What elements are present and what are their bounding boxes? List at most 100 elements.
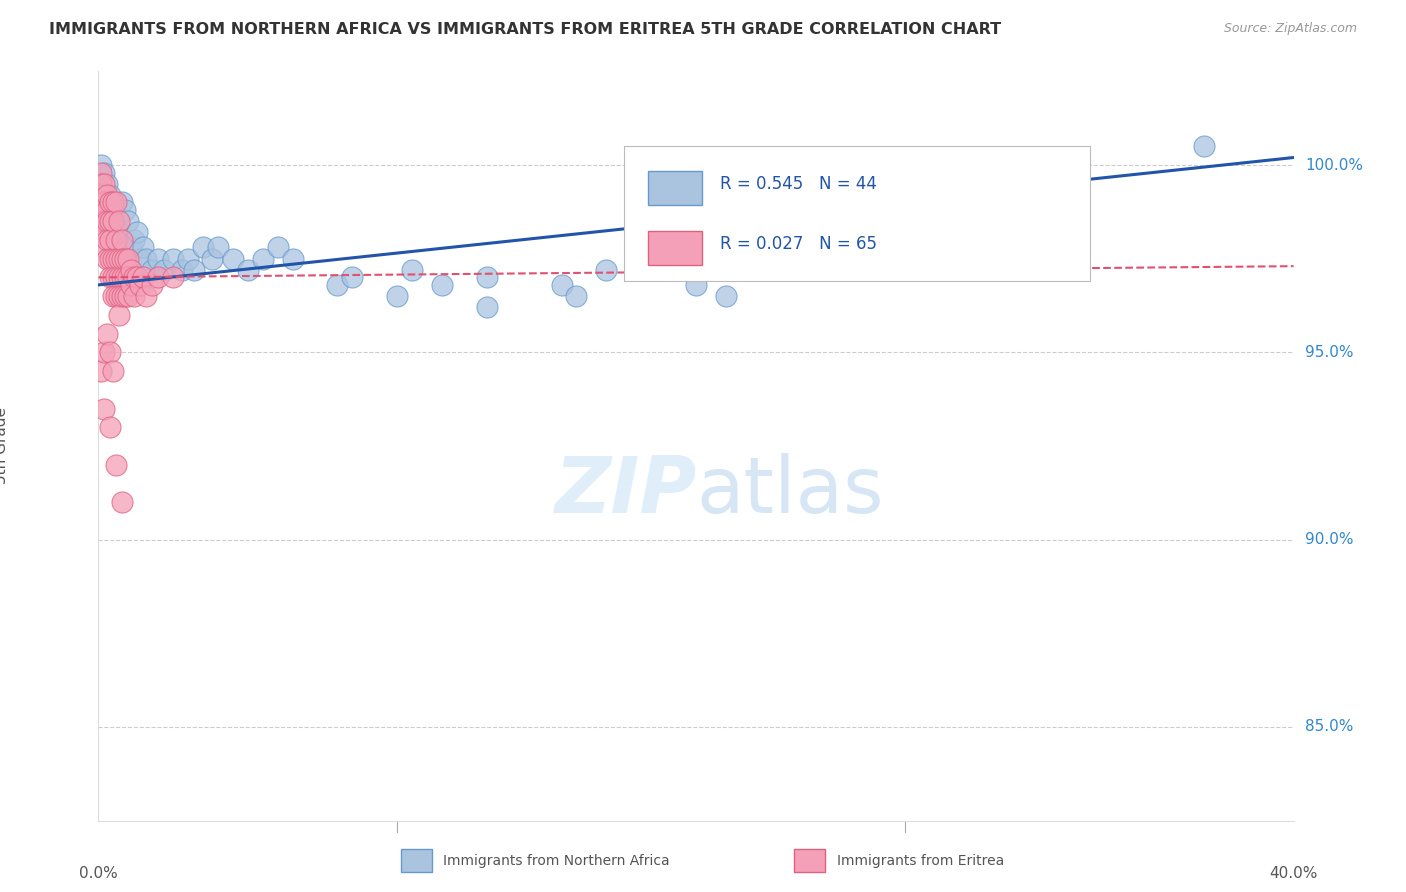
Point: [148, 270, 170, 285]
Point: [108, 214, 131, 228]
Text: Immigrants from Eritrea: Immigrants from Eritrea: [837, 854, 1004, 868]
Point: [93, 226, 115, 240]
Text: atlas: atlas: [696, 453, 883, 529]
Point: [127, 226, 149, 240]
Point: [114, 270, 136, 285]
Text: 100.0%: 100.0%: [1306, 158, 1364, 172]
Point: [475, 270, 498, 285]
Point: [93, 401, 115, 416]
Point: [105, 458, 128, 472]
Point: [127, 270, 149, 285]
Point: [111, 495, 134, 509]
Point: [342, 270, 364, 285]
Point: [177, 252, 200, 266]
Point: [93, 165, 115, 179]
Point: [103, 289, 125, 303]
Point: [172, 263, 194, 277]
Point: [141, 277, 163, 292]
Point: [222, 252, 245, 266]
Point: [98, 195, 122, 210]
Point: [124, 289, 146, 303]
Point: [114, 289, 136, 303]
Text: 40.0%: 40.0%: [1270, 865, 1317, 880]
Point: [103, 252, 125, 266]
Point: [93, 214, 115, 228]
Point: [135, 252, 157, 266]
Point: [401, 263, 423, 277]
Point: [96, 214, 118, 228]
Point: [132, 240, 155, 254]
Point: [108, 289, 131, 303]
Point: [103, 195, 125, 210]
Point: [252, 252, 274, 266]
Point: [111, 289, 134, 303]
Point: [124, 233, 146, 247]
Point: [96, 202, 118, 217]
Text: R = 0.027   N = 65: R = 0.027 N = 65: [720, 235, 877, 252]
Point: [93, 195, 115, 210]
Point: [714, 289, 737, 303]
Point: [191, 240, 214, 254]
Point: [129, 252, 152, 266]
Point: [103, 270, 125, 285]
Point: [103, 214, 125, 228]
Point: [148, 252, 170, 266]
Point: [111, 195, 134, 210]
Point: [111, 270, 134, 285]
Text: 90.0%: 90.0%: [1306, 533, 1354, 547]
Point: [135, 289, 157, 303]
Bar: [648, 231, 702, 265]
Bar: [648, 171, 702, 205]
Text: 5th Grade: 5th Grade: [0, 408, 8, 484]
Text: R = 0.545   N = 44: R = 0.545 N = 44: [720, 175, 877, 193]
Point: [162, 270, 184, 285]
Point: [129, 277, 152, 292]
Point: [267, 240, 290, 254]
Text: IMMIGRANTS FROM NORTHERN AFRICA VS IMMIGRANTS FROM ERITREA 5TH GRADE CORRELATION: IMMIGRANTS FROM NORTHERN AFRICA VS IMMIG…: [49, 22, 1001, 37]
Point: [120, 240, 142, 254]
Point: [93, 177, 115, 191]
Point: [96, 188, 118, 202]
Text: ZIP: ZIP: [554, 453, 696, 529]
Point: [550, 277, 572, 292]
Point: [124, 270, 146, 285]
Point: [96, 233, 118, 247]
Point: [153, 263, 176, 277]
Point: [105, 214, 128, 228]
Point: [685, 277, 707, 292]
Point: [565, 289, 588, 303]
Point: [117, 252, 139, 266]
Point: [90, 202, 112, 217]
Point: [132, 270, 155, 285]
Point: [96, 326, 118, 341]
Point: [96, 252, 118, 266]
Point: [141, 263, 163, 277]
Point: [90, 364, 112, 378]
Point: [93, 345, 115, 359]
Text: 0.0%: 0.0%: [79, 865, 118, 880]
Point: [90, 188, 112, 202]
Point: [105, 252, 128, 266]
Point: [90, 165, 112, 179]
Point: [108, 226, 131, 240]
Point: [183, 263, 205, 277]
Point: [96, 177, 118, 191]
Point: [120, 277, 142, 292]
Point: [475, 301, 498, 315]
Point: [207, 240, 229, 254]
Point: [117, 270, 139, 285]
Point: [201, 252, 224, 266]
Point: [1192, 139, 1215, 153]
Point: [117, 214, 139, 228]
Point: [108, 252, 131, 266]
Point: [595, 263, 617, 277]
FancyBboxPatch shape: [624, 146, 1091, 281]
Point: [326, 277, 349, 292]
Point: [93, 240, 115, 254]
Point: [98, 270, 122, 285]
Point: [120, 263, 142, 277]
Text: Source: ZipAtlas.com: Source: ZipAtlas.com: [1223, 22, 1357, 36]
Text: 85.0%: 85.0%: [1306, 720, 1354, 734]
Point: [114, 252, 136, 266]
Point: [98, 420, 122, 434]
